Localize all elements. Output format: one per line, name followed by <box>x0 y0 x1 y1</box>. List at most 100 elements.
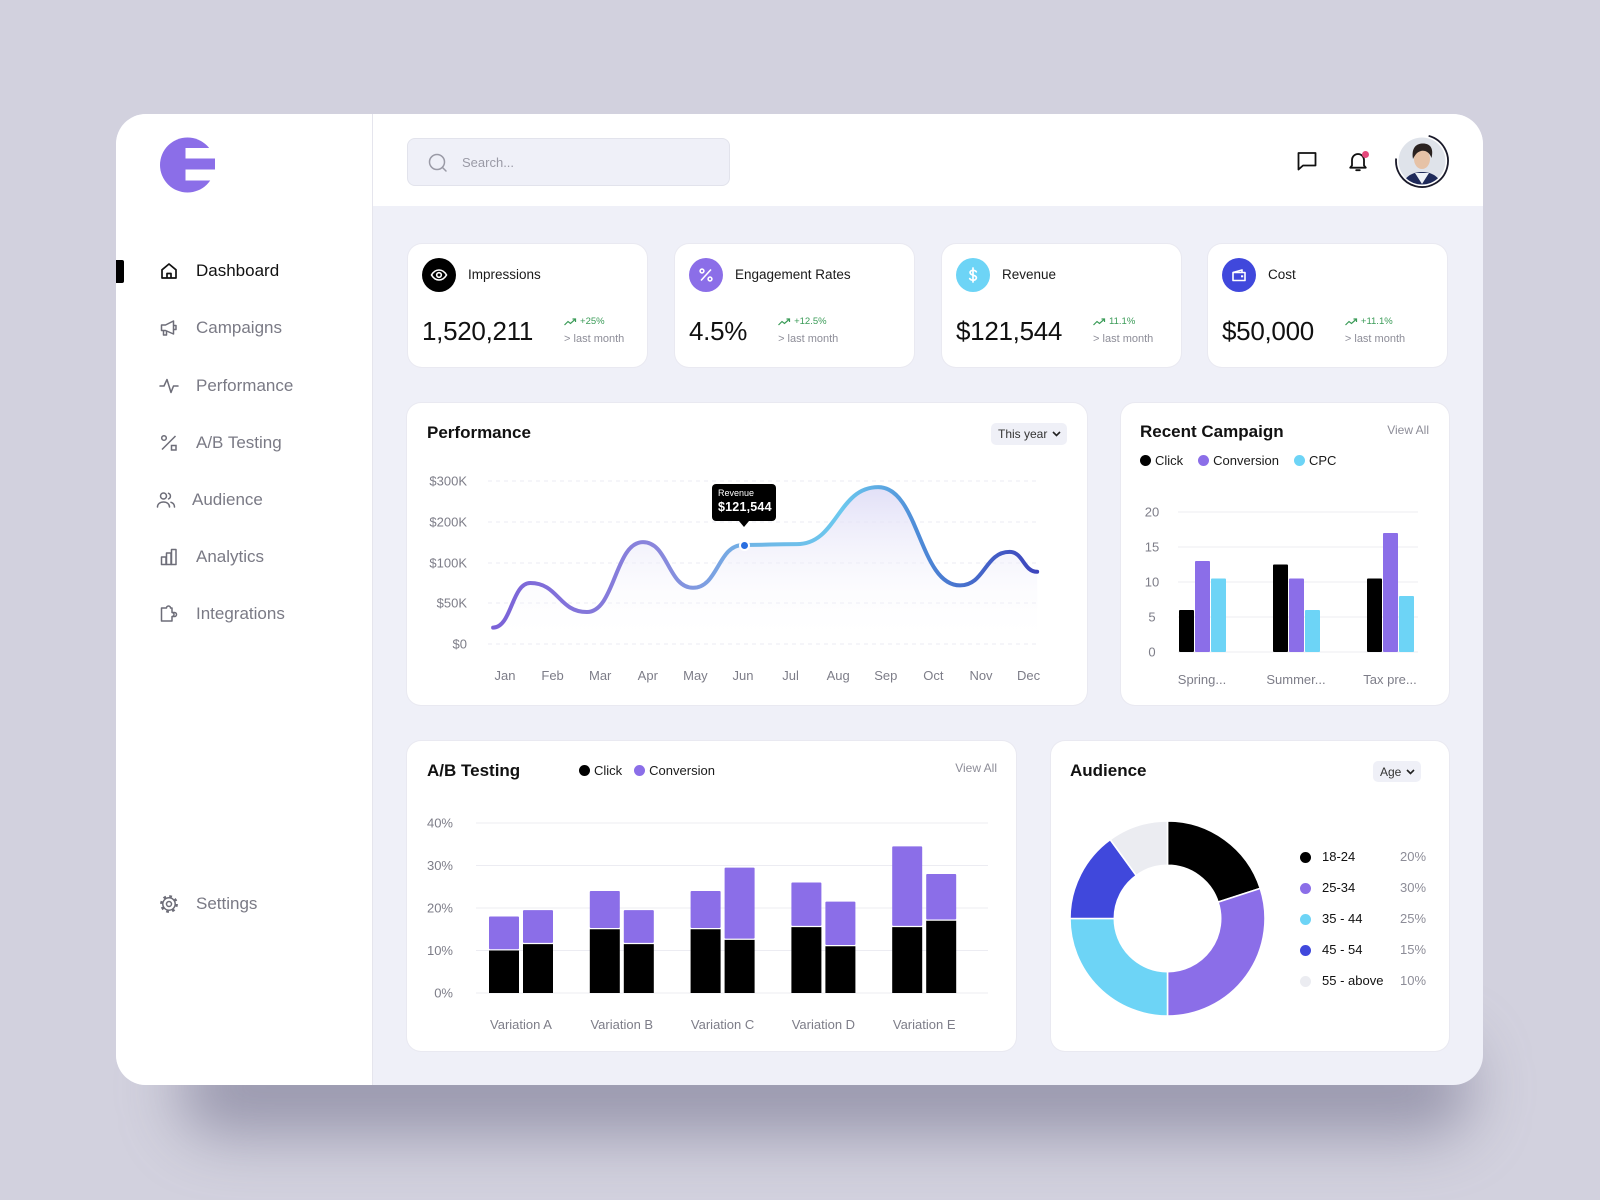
stat-period: > last month <box>1093 333 1154 345</box>
x-axis-label: Nov <box>969 668 993 683</box>
sidebar-item-integrations[interactable]: Integrations <box>116 596 372 632</box>
bell-icon[interactable] <box>1346 149 1370 173</box>
bar-cpc <box>1399 596 1414 652</box>
bar-conversion <box>825 901 856 946</box>
legend-label: Conversion <box>649 763 715 778</box>
bar-click <box>926 920 957 993</box>
x-axis-label: Variation B <box>590 1017 653 1032</box>
legend-dot <box>1293 455 1305 466</box>
bar-chart-icon <box>159 547 179 567</box>
sidebar-item-analytics[interactable]: Analytics <box>116 539 372 575</box>
x-axis-label: Variation D <box>792 1017 855 1032</box>
x-axis-label: Apr <box>638 668 659 683</box>
legend-dot <box>1300 883 1311 894</box>
y-axis-label: 15 <box>1145 540 1159 555</box>
legend-row-35-44: 35 - 44 25% <box>1051 909 1449 929</box>
app-window: Dashboard Campaigns Performance A/B Test… <box>116 114 1483 1085</box>
eye-icon <box>422 258 456 292</box>
x-axis-label: Jul <box>782 668 799 683</box>
legend-dot <box>1300 945 1311 956</box>
chat-icon[interactable] <box>1295 149 1319 173</box>
chart-legend: Click Conversion <box>579 763 715 778</box>
sidebar-item-label: Dashboard <box>196 261 280 280</box>
sidebar-item-label: Campaigns <box>196 318 282 337</box>
bar-conversion <box>791 882 822 926</box>
highlight-point[interactable] <box>739 540 750 551</box>
donut-segment-35-44 <box>1069 917 1169 1017</box>
bar-conversion <box>1383 533 1398 652</box>
x-axis-label: Mar <box>589 668 612 683</box>
legend-label: 35 - 44 <box>1322 911 1363 926</box>
stat-label: Cost <box>1268 267 1296 282</box>
bar-click <box>489 950 519 993</box>
trending-up-icon <box>1093 318 1106 326</box>
donut-segment-25-34 <box>1166 887 1266 1017</box>
sidebar-item-settings[interactable]: Settings <box>116 886 372 922</box>
sidebar-item-campaigns[interactable]: Campaigns <box>116 310 372 346</box>
e-logo-icon[interactable] <box>160 137 217 193</box>
trending-up-icon <box>778 318 791 326</box>
legend-dot <box>634 765 646 776</box>
sidebar-item-dashboard[interactable]: Dashboard <box>116 253 372 289</box>
search-bar[interactable] <box>407 138 730 186</box>
legend-value: 20% <box>1400 849 1427 864</box>
sidebar-item-audience[interactable]: Audience <box>116 482 372 518</box>
x-axis-label: Variation C <box>691 1017 754 1032</box>
stat-card-revenue: Revenue $121,544 11.1% > last month <box>942 244 1181 367</box>
x-axis-label: Variation A <box>490 1017 552 1032</box>
legend-label: 45 - 54 <box>1322 942 1363 957</box>
trending-up-icon <box>564 318 577 326</box>
sidebar-item-ab-testing[interactable]: A/B Testing <box>116 425 372 461</box>
y-axis-label: $300K <box>429 474 467 489</box>
bar-click <box>1273 564 1288 652</box>
sidebar-item-label: A/B Testing <box>196 433 282 452</box>
stat-label: Revenue <box>1002 267 1057 282</box>
dropdown-value: Age <box>1380 764 1402 779</box>
legend-row-45-54: 45 - 54 15% <box>1051 940 1449 960</box>
audience-donut-chart <box>1069 820 1266 1017</box>
avatar[interactable] <box>1395 134 1449 188</box>
percent-icon <box>159 433 179 453</box>
legend-dot <box>1300 914 1311 925</box>
ab-testing-card: 40% 30% 20% 10% 0% Variation A Variation B Vari… <box>407 741 1016 1051</box>
legend-row-55-above: 55 - above 10% <box>1051 971 1449 991</box>
bar-conversion <box>589 891 620 929</box>
bar-click <box>724 939 755 993</box>
y-axis-label: $0 <box>453 637 467 652</box>
legend-label: Conversion <box>1213 453 1279 468</box>
legend-dot <box>1300 852 1311 863</box>
legend-label: 25-34 <box>1322 880 1356 895</box>
dollar-icon <box>956 258 990 292</box>
stat-trend: +25% > last month <box>564 316 624 346</box>
x-axis-label: Spring... <box>1178 672 1226 687</box>
card-title: Recent Campaign <box>1140 422 1284 441</box>
legend-row-18-24: 18-24 20% <box>1051 847 1449 867</box>
tooltip-label: Revenue <box>718 488 755 498</box>
sidebar-item-label: Audience <box>192 490 263 509</box>
sidebar-item-performance[interactable]: Performance <box>116 368 372 404</box>
legend-item-cpc: CPC <box>1293 453 1336 468</box>
y-axis-label: 40% <box>427 816 453 831</box>
y-axis-label: 5 <box>1148 610 1155 625</box>
donut-segment-55-above <box>1109 820 1169 877</box>
bar-conversion <box>690 891 721 929</box>
legend-dot <box>1140 455 1151 466</box>
search-icon <box>427 152 449 174</box>
area-fill <box>493 487 1038 644</box>
y-axis-label: 0 <box>1148 645 1155 660</box>
x-axis-label: Sep <box>874 668 897 683</box>
stat-card-impressions: Impressions 1,520,211 +25% > last month <box>408 244 647 367</box>
bar-cpc <box>1305 610 1320 652</box>
audience-filter-dropdown[interactable]: Age <box>1373 761 1422 782</box>
legend-item-conversion: Conversion <box>1198 453 1279 468</box>
stat-label: Impressions <box>468 267 541 282</box>
search-input[interactable] <box>462 139 712 185</box>
view-all-link[interactable]: View All <box>955 761 997 775</box>
stat-period: > last month <box>1344 333 1406 345</box>
period-dropdown[interactable]: This year <box>991 423 1068 445</box>
bar-click <box>825 946 856 993</box>
chevron-down-icon <box>1406 768 1415 775</box>
bar-conversion <box>623 910 654 943</box>
view-all-link[interactable]: View All <box>1387 423 1429 437</box>
card-title: Performance <box>427 423 531 442</box>
